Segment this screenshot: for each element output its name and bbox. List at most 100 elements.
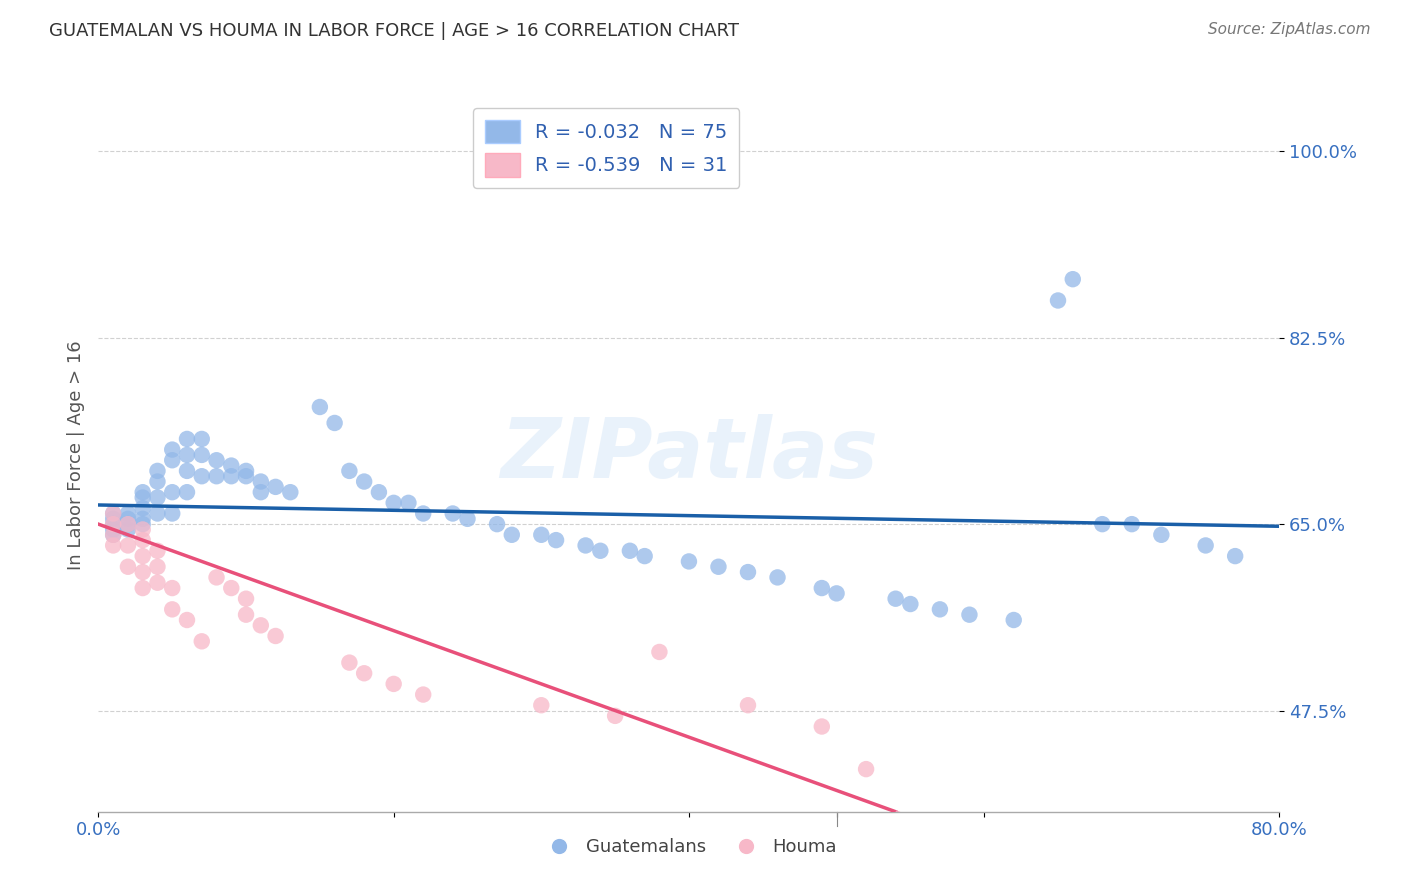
Point <box>825 586 848 600</box>
Point <box>900 597 922 611</box>
Point <box>132 523 155 537</box>
Point <box>810 581 832 595</box>
Point <box>162 507 183 521</box>
Point <box>176 432 198 446</box>
Point <box>146 475 169 489</box>
Point <box>162 581 183 595</box>
Point <box>1062 272 1084 286</box>
Point <box>737 565 759 579</box>
Point <box>1046 293 1069 308</box>
Point <box>191 448 214 462</box>
Point <box>132 517 155 532</box>
Point <box>162 453 183 467</box>
Point <box>382 496 405 510</box>
Point <box>146 464 169 478</box>
Point <box>678 554 700 568</box>
Point <box>132 581 155 595</box>
Point <box>501 528 523 542</box>
Point <box>103 507 125 521</box>
Text: ZIPatlas: ZIPatlas <box>501 415 877 495</box>
Point <box>132 491 155 505</box>
Point <box>456 512 478 526</box>
Point <box>884 591 907 606</box>
Point <box>766 570 789 584</box>
Point <box>162 442 183 457</box>
Point <box>176 448 198 462</box>
Legend: Guatemalans, Houma: Guatemalans, Houma <box>533 831 845 863</box>
Point <box>337 464 360 478</box>
Point <box>103 528 125 542</box>
Point <box>855 762 877 776</box>
Point <box>146 491 169 505</box>
Point <box>264 629 287 643</box>
Point <box>1121 517 1143 532</box>
Point <box>146 559 169 574</box>
Point <box>648 645 671 659</box>
Point <box>530 528 553 542</box>
Point <box>928 602 950 616</box>
Point <box>103 512 125 526</box>
Point <box>117 517 139 532</box>
Point <box>176 613 198 627</box>
Point <box>605 709 627 723</box>
Point <box>250 485 273 500</box>
Point <box>382 677 405 691</box>
Point <box>103 517 125 532</box>
Point <box>1223 549 1246 563</box>
Point <box>132 549 155 563</box>
Point <box>117 559 139 574</box>
Point <box>205 469 228 483</box>
Point <box>103 507 125 521</box>
Point <box>1195 538 1218 552</box>
Point <box>235 464 257 478</box>
Point <box>589 543 612 558</box>
Point <box>396 496 419 510</box>
Point <box>250 475 273 489</box>
Point <box>235 607 257 622</box>
Text: Source: ZipAtlas.com: Source: ZipAtlas.com <box>1208 22 1371 37</box>
Point <box>707 559 730 574</box>
Point <box>810 719 832 733</box>
Point <box>132 565 155 579</box>
Point <box>530 698 553 713</box>
Point <box>235 469 257 483</box>
Point <box>132 485 155 500</box>
Point <box>235 591 257 606</box>
Text: GUATEMALAN VS HOUMA IN LABOR FORCE | AGE > 16 CORRELATION CHART: GUATEMALAN VS HOUMA IN LABOR FORCE | AGE… <box>49 22 740 40</box>
Point <box>412 688 434 702</box>
Point <box>278 485 302 500</box>
Point <box>544 533 567 548</box>
Point <box>250 618 273 632</box>
Point <box>219 469 242 483</box>
Point <box>146 507 169 521</box>
Point <box>368 485 391 500</box>
Point <box>219 458 242 473</box>
Point <box>103 538 125 552</box>
Point <box>191 432 214 446</box>
Point <box>337 656 360 670</box>
Point <box>353 475 375 489</box>
Point <box>959 607 981 622</box>
Point <box>633 549 655 563</box>
Point <box>191 634 214 648</box>
Point <box>353 666 375 681</box>
Point <box>117 512 139 526</box>
Point <box>117 517 139 532</box>
Point <box>219 581 242 595</box>
Point <box>205 570 228 584</box>
Point <box>146 575 169 590</box>
Point <box>412 507 434 521</box>
Point <box>103 528 125 542</box>
Point <box>574 538 596 552</box>
Point <box>323 416 346 430</box>
Point <box>132 501 155 516</box>
Point <box>103 517 125 532</box>
Point <box>264 480 287 494</box>
Point <box>1150 528 1173 542</box>
Point <box>191 469 214 483</box>
Point <box>162 485 183 500</box>
Point <box>619 543 641 558</box>
Point <box>309 400 332 414</box>
Point <box>1091 517 1114 532</box>
Point <box>176 485 198 500</box>
